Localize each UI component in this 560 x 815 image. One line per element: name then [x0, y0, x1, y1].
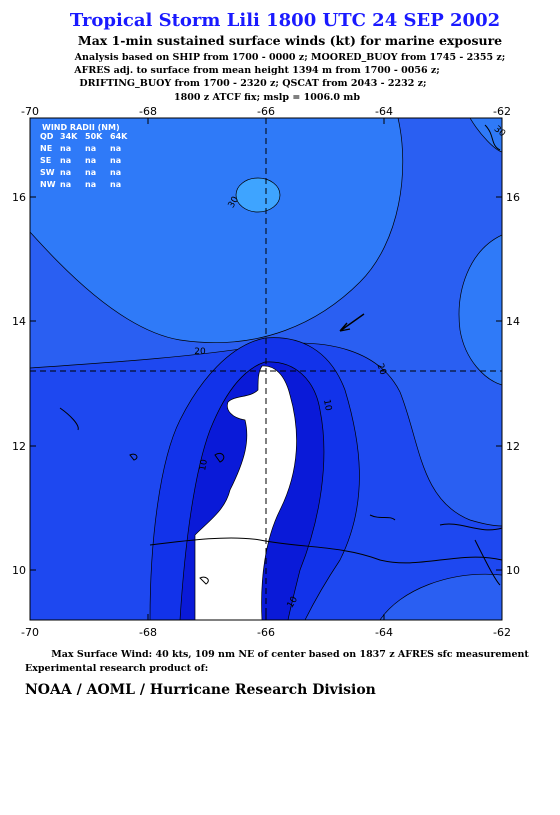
- wind-radii-cell: na: [110, 180, 121, 189]
- lon-label: -64: [375, 105, 393, 118]
- max-wind-note: Max Surface Wind: 40 kts, 109 nm NE of c…: [51, 649, 529, 660]
- contour-label: 10: [198, 458, 210, 471]
- wind-radii-cell: na: [60, 180, 71, 189]
- wind-radii-cell: NW: [40, 180, 56, 189]
- wind-radii-cell: na: [85, 156, 96, 165]
- analysis-line: 1800 z ATCF fix; mslp = 1006.0 mb: [174, 92, 360, 103]
- lon-label: -62: [493, 626, 511, 639]
- lat-label: 12: [12, 440, 26, 453]
- lat-label: 10: [506, 564, 520, 577]
- coastline: [59, 124, 502, 586]
- wind-radii-cell: na: [110, 144, 121, 153]
- wind-radii-cell: na: [60, 144, 71, 153]
- title: Tropical Storm Lili 1800 UTC 24 SEP 2002: [70, 10, 500, 31]
- analysis-line: AFRES adj. to surface from mean height 1…: [73, 65, 440, 76]
- wind-radii-cell: SW: [40, 168, 55, 177]
- wind-radii-cell: na: [60, 168, 71, 177]
- lat-label: 10: [12, 564, 26, 577]
- organization: NOAA / AOML / Hurricane Research Divisio…: [25, 682, 376, 698]
- wind-field: [30, 118, 502, 620]
- wind-radii-cell: na: [85, 144, 96, 153]
- subtitle: Max 1-min sustained surface winds (kt) f…: [78, 33, 502, 48]
- lon-label: -62: [493, 105, 511, 118]
- contour-label: 20: [374, 362, 387, 376]
- lon-label: -66: [257, 626, 275, 639]
- wind-radii-column: 50K: [85, 132, 103, 141]
- wind-radii-column: QD: [40, 132, 54, 141]
- product-note: Experimental research product of:: [25, 663, 208, 674]
- lat-label: 14: [506, 315, 520, 328]
- lat-label: 16: [506, 191, 520, 204]
- lon-label: -68: [139, 626, 157, 639]
- lat-label: 16: [12, 191, 26, 204]
- wind-radii-cell: SE: [40, 156, 51, 165]
- wind-radii-cell: na: [60, 156, 71, 165]
- analysis-line: DRIFTING_BUOY from 1700 - 2320 z; QSCAT …: [79, 78, 426, 89]
- lon-label: -66: [257, 105, 275, 118]
- lon-label: -70: [21, 105, 39, 118]
- wind-radii-cell: na: [110, 168, 121, 177]
- contour-label: 10: [321, 399, 333, 412]
- lon-label: -70: [21, 626, 39, 639]
- wind-radii-header: WIND RADII (NM): [42, 123, 120, 132]
- wind-radii-cell: na: [85, 168, 96, 177]
- wind-radii-cell: na: [85, 180, 96, 189]
- analysis-line: Analysis based on SHIP from 1700 - 0000 …: [74, 52, 506, 63]
- max-wind-arrow: [339, 313, 365, 332]
- contour-label: 20: [194, 347, 206, 357]
- wind-radii-column: 64K: [110, 132, 128, 141]
- lon-label: -64: [375, 626, 393, 639]
- lat-label: 12: [506, 440, 520, 453]
- lat-label: 14: [12, 315, 26, 328]
- wind-radii-cell: na: [110, 156, 121, 165]
- wind-radii-cell: NE: [40, 144, 52, 153]
- lon-label: -68: [139, 105, 157, 118]
- wind-radii-column: 34K: [60, 132, 78, 141]
